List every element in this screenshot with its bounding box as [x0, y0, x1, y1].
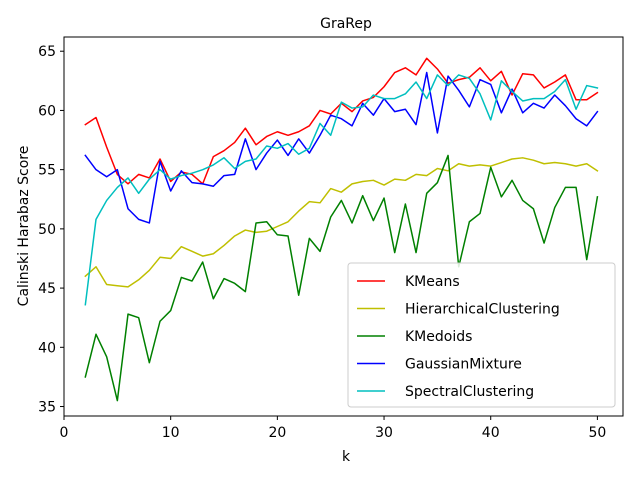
y-axis: 35 40 45 50 55 60 65 — [38, 44, 64, 416]
series-line-3 — [84, 154, 599, 402]
x-tick-label: 50 — [588, 425, 606, 441]
y-tick-label: 65 — [38, 44, 56, 60]
legend-box — [347, 262, 616, 408]
series-line-5 — [84, 74, 599, 306]
y-axis-label: Calinski Harabaz Score — [16, 146, 32, 307]
y-tick-label: 60 — [38, 103, 56, 119]
chart-title: GraRep — [320, 16, 372, 32]
x-axis: 0 10 20 30 40 50 — [60, 416, 606, 441]
legend-label-4: GaussianMixture — [405, 357, 522, 373]
series-line-4 — [84, 71, 599, 224]
x-tick-label: 20 — [268, 425, 286, 441]
x-tick-label: 30 — [375, 425, 393, 441]
series-line-2 — [84, 157, 599, 288]
x-axis-label: k — [342, 449, 351, 465]
plot-area-frame — [63, 36, 624, 417]
legend-label-2: HierarchicalClustering — [405, 302, 560, 318]
y-tick-label: 40 — [38, 340, 56, 356]
legend-label-5: SpectralClustering — [405, 384, 534, 400]
legend: KMeans HierarchicalClustering KMedoids Gaus… — [347, 262, 616, 408]
y-tick-label: 55 — [38, 163, 56, 179]
y-tick-label: 35 — [38, 400, 56, 416]
series-line-1 — [84, 57, 599, 185]
legend-label-3: KMedoids — [405, 329, 472, 345]
x-tick-label: 10 — [162, 425, 180, 441]
y-tick-label: 50 — [38, 222, 56, 238]
x-tick-label: 0 — [60, 425, 69, 441]
series-layer — [84, 57, 599, 402]
y-tick-label: 45 — [38, 281, 56, 297]
legend-label-1: KMeans — [405, 274, 460, 290]
x-tick-label: 40 — [482, 425, 500, 441]
